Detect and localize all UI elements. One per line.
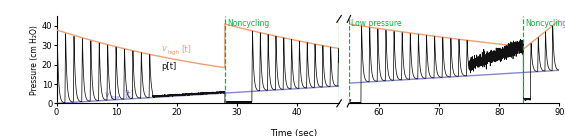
Text: v: v (105, 90, 110, 99)
Text: [t]: [t] (181, 44, 192, 53)
Text: Low pressure: Low pressure (351, 19, 402, 28)
Text: Noncycling: Noncycling (525, 19, 565, 28)
Text: v: v (162, 44, 167, 53)
Y-axis label: Pressure (cm H₂O): Pressure (cm H₂O) (30, 25, 39, 95)
Text: Noncycling: Noncycling (227, 19, 270, 28)
Text: high: high (168, 50, 180, 55)
Text: [t]: [t] (124, 90, 134, 99)
Text: Time (sec): Time (sec) (270, 129, 318, 136)
Text: low: low (111, 95, 120, 100)
Text: p[t]: p[t] (162, 62, 177, 71)
